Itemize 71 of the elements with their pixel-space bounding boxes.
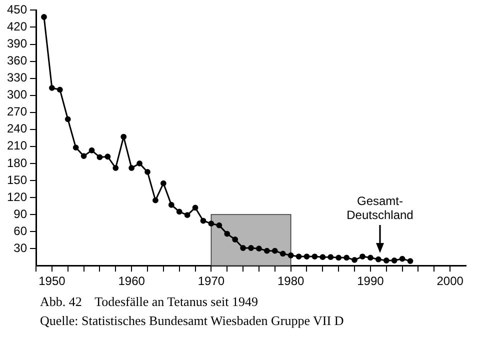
point	[41, 14, 47, 20]
point	[120, 134, 127, 140]
source-note: Quelle: Statistisches Bundesamt Wiesbaden Gruppe VII D	[40, 312, 345, 330]
point	[208, 220, 214, 227]
point	[375, 256, 382, 262]
text: Abb. 42 Todesfälle an Tetanus seit 1949	[40, 293, 259, 311]
x-tick-label: 1990	[357, 274, 384, 288]
y-tick-label: 330	[6, 70, 28, 85]
point	[248, 245, 254, 251]
point	[216, 222, 222, 228]
point	[312, 254, 318, 260]
y-tick-label: 450	[6, 2, 28, 17]
point	[304, 254, 310, 260]
point	[280, 250, 286, 257]
point	[399, 256, 406, 262]
point	[352, 256, 358, 263]
point	[88, 147, 95, 154]
y-tick-label: 240	[6, 122, 28, 136]
y-tick-label: 390	[6, 36, 28, 51]
point	[136, 160, 142, 166]
y-tick-label: 90	[14, 206, 28, 221]
point	[264, 248, 270, 254]
point	[407, 258, 414, 264]
x-tick-label: 1950	[38, 274, 66, 288]
point	[368, 254, 374, 261]
point	[296, 254, 302, 260]
point	[48, 85, 55, 91]
y-tick-label: 30	[14, 240, 28, 255]
y-tick-label: 210	[6, 138, 28, 153]
point	[176, 208, 182, 215]
point	[328, 254, 334, 260]
point	[96, 154, 103, 160]
point	[232, 236, 238, 242]
point	[152, 197, 158, 204]
point	[320, 254, 326, 260]
y-tick-label: 150	[6, 172, 28, 187]
y-tick-label: 420	[6, 20, 28, 34]
x-tick-label: 1960	[118, 274, 146, 288]
point	[256, 246, 262, 252]
point	[160, 180, 166, 186]
y-tick-label: 360	[6, 54, 28, 68]
y-tick-label: 120	[6, 190, 28, 204]
point	[56, 86, 63, 93]
point	[272, 248, 278, 254]
point	[112, 165, 119, 171]
y-tick-label: 60	[14, 224, 28, 238]
point	[128, 165, 135, 171]
point	[144, 169, 150, 175]
x-tick-label: 1980	[277, 274, 304, 288]
point	[104, 154, 111, 160]
x-tick-label: 1970	[198, 274, 225, 288]
point	[80, 153, 87, 160]
annotation: Gesamt-Deutschland	[346, 194, 414, 222]
point	[168, 202, 174, 208]
point	[184, 212, 190, 218]
y-tick-label: 180	[6, 156, 28, 170]
point	[344, 254, 350, 261]
point	[336, 254, 342, 261]
point	[360, 254, 366, 260]
point	[200, 218, 206, 224]
y-tick-label: 270	[6, 104, 28, 119]
point	[383, 258, 390, 264]
x-tick-label: 2000	[436, 274, 464, 288]
point	[391, 258, 398, 264]
y-tick-label: 300	[6, 88, 28, 102]
point	[192, 204, 198, 211]
point	[288, 252, 294, 258]
point	[224, 230, 230, 237]
point	[72, 144, 79, 150]
point	[240, 245, 246, 251]
point	[64, 116, 71, 122]
